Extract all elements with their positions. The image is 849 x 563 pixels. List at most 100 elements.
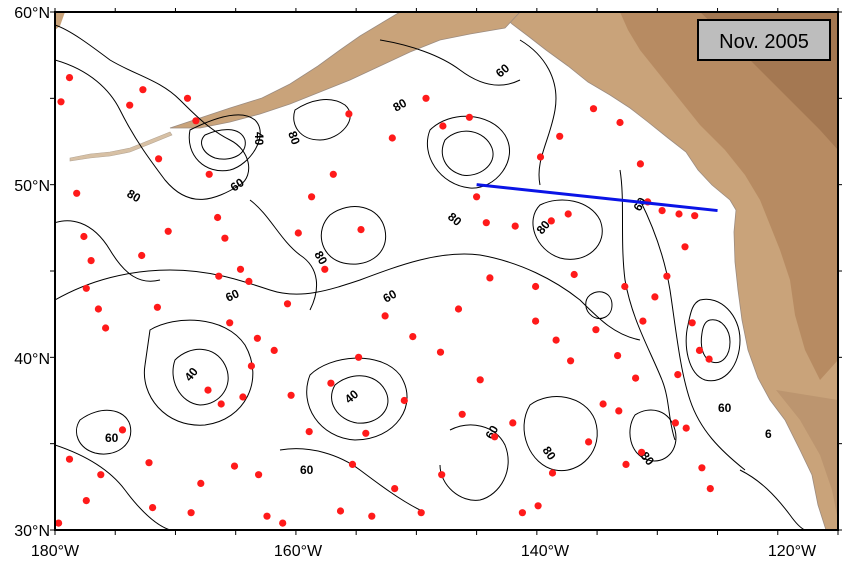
contour-label: 80 [285,129,303,147]
float-marker [422,94,430,102]
contour-label: 60 [381,287,400,306]
float-marker [357,226,365,234]
contour-label: 40 [252,132,266,146]
float-marker [536,153,545,161]
float-marker [465,113,473,121]
float-marker [705,355,713,363]
float-marker [239,393,247,401]
float-marker [355,353,363,361]
float-marker [695,346,704,354]
land-highlands [620,12,838,380]
float-marker [518,509,527,517]
lat-label: 40°N [14,351,50,368]
float-marker [567,357,575,365]
float-marker [215,272,223,280]
float-marker [622,460,630,468]
float-marker [321,265,329,273]
contour-label: 60 [223,286,241,304]
float-markers [55,74,714,527]
axis-ticks [50,8,842,535]
float-marker [636,160,645,168]
float-marker [204,386,212,394]
float-marker [230,462,239,470]
lat-label: 50°N [14,178,50,195]
float-marker [639,317,647,325]
float-marker [486,274,494,282]
land-aleutians [69,131,173,162]
contour-label: 80 [311,249,330,268]
float-marker [236,265,245,273]
land-alaska-peninsula [169,12,521,129]
float-marker [65,74,74,82]
float-marker [570,270,578,279]
lon-label: 120°W [768,543,817,560]
float-marker [651,293,659,301]
float-marker [102,324,110,332]
float-marker [585,438,593,446]
float-marker [556,132,564,140]
float-marker [532,282,540,291]
float-marker [698,464,706,472]
float-marker [65,455,74,463]
float-marker [345,110,353,118]
float-marker [691,212,699,220]
float-marker [439,122,447,130]
float-marker [87,257,95,265]
float-marker [57,98,65,106]
float-marker [388,134,396,142]
float-marker [153,303,161,311]
float-marker [226,319,234,327]
float-marker [139,86,147,94]
float-marker [348,460,357,468]
float-marker [564,210,572,218]
contour-label: 80 [391,96,410,115]
float-marker [308,193,316,201]
float-marker [491,433,499,441]
float-marker [138,251,146,260]
float-marker [192,117,200,125]
float-marker [589,105,598,113]
float-marker [458,410,466,418]
date-label: Nov. 2005 [719,31,809,53]
float-marker [327,379,335,387]
date-box: Nov. 2005 [697,19,831,61]
float-marker [253,334,261,342]
float-marker [674,371,682,379]
float-marker [688,319,696,327]
float-marker [548,469,557,477]
float-marker [476,376,484,384]
float-marker [368,512,376,520]
float-marker [671,419,680,427]
float-marker [511,222,519,230]
contour-label: 80 [125,186,144,205]
float-marker [454,305,463,313]
float-marker [283,300,292,308]
float-marker [592,326,600,334]
float-marker [599,400,607,408]
float-marker [336,507,345,515]
float-marker [80,232,88,241]
float-marker [675,210,683,218]
float-marker [417,509,425,517]
float-marker [73,189,81,197]
float-marker [197,479,205,487]
float-marker [638,448,646,456]
float-marker [183,94,192,102]
float-marker [164,227,172,235]
float-marker [187,509,195,517]
float-marker [82,284,90,292]
float-marker [97,471,105,479]
float-marker [381,312,389,320]
float-marker [82,497,90,505]
contour-label: 6 [765,427,772,441]
lon-label: 140°W [521,543,570,560]
float-marker [473,193,481,201]
contour-label: 60 [300,463,314,477]
float-marker [614,352,622,360]
float-marker [682,424,690,432]
float-marker [126,101,134,109]
float-marker [247,362,255,370]
float-marker [436,348,445,356]
lon-label: 180°W [31,543,80,560]
